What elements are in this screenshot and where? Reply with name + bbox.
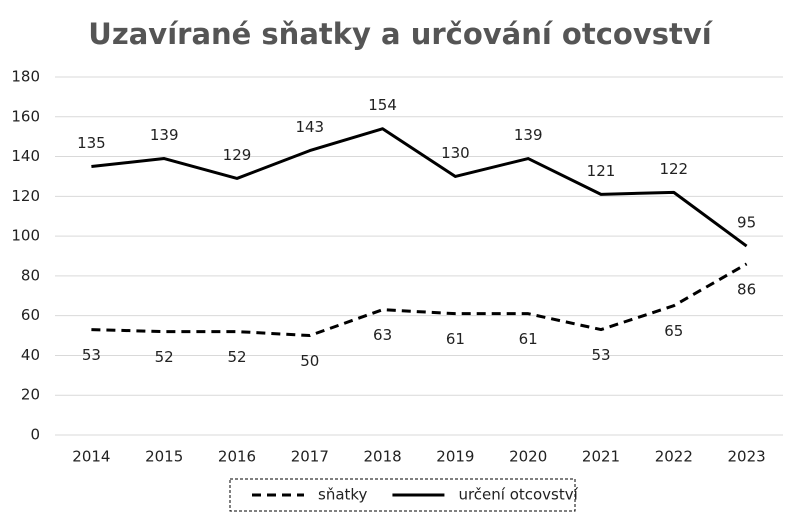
x-tick-label: 2020 [509, 448, 547, 466]
y-tick-label: 0 [30, 426, 40, 444]
y-tick-label: 20 [21, 386, 40, 404]
data-label: 129 [223, 146, 252, 164]
data-label: 63 [373, 326, 392, 344]
x-tick-label: 2021 [582, 448, 620, 466]
chart-title: Uzavírané sňatky a určování otcovství [88, 17, 713, 51]
legend-box [229, 478, 576, 512]
x-tick-label: 2017 [291, 448, 329, 466]
y-tick-label: 80 [21, 266, 40, 284]
y-tick-label: 180 [11, 68, 40, 86]
data-label: 121 [587, 162, 616, 180]
y-tick-label: 120 [11, 187, 40, 205]
data-label: 95 [737, 214, 756, 232]
data-label: 53 [591, 346, 610, 364]
x-tick-label: 2016 [218, 448, 256, 466]
y-tick-label: 60 [21, 306, 40, 324]
series-line [91, 127, 748, 248]
data-label: 154 [368, 96, 397, 114]
data-label: 61 [519, 330, 538, 348]
data-label: 61 [446, 330, 465, 348]
data-label: 65 [664, 322, 683, 340]
data-label: 52 [227, 348, 246, 366]
x-tick-label: 2014 [72, 448, 110, 466]
legend-label: určení otcovství [458, 486, 578, 504]
x-tick-label: 2018 [364, 448, 402, 466]
x-tick-label: 2022 [655, 448, 693, 466]
x-tick-label: 2019 [436, 448, 474, 466]
data-label: 86 [737, 280, 756, 298]
series-line [91, 262, 748, 338]
y-tick-label: 160 [11, 107, 40, 125]
y-tick-label: 140 [11, 147, 40, 165]
data-label: 143 [295, 118, 324, 136]
y-tick-label: 100 [11, 227, 40, 245]
data-label: 52 [155, 348, 174, 366]
x-tick-label: 2023 [728, 448, 766, 466]
y-tick-label: 40 [21, 346, 40, 364]
data-label: 139 [150, 126, 179, 144]
data-label: 139 [514, 126, 543, 144]
data-label: 50 [300, 352, 319, 370]
data-label: 135 [77, 134, 106, 152]
data-label: 53 [82, 346, 101, 364]
data-label: 130 [441, 144, 470, 162]
data-label: 122 [659, 160, 688, 178]
legend-label: sňatky [318, 486, 368, 504]
x-tick-label: 2015 [145, 448, 183, 466]
